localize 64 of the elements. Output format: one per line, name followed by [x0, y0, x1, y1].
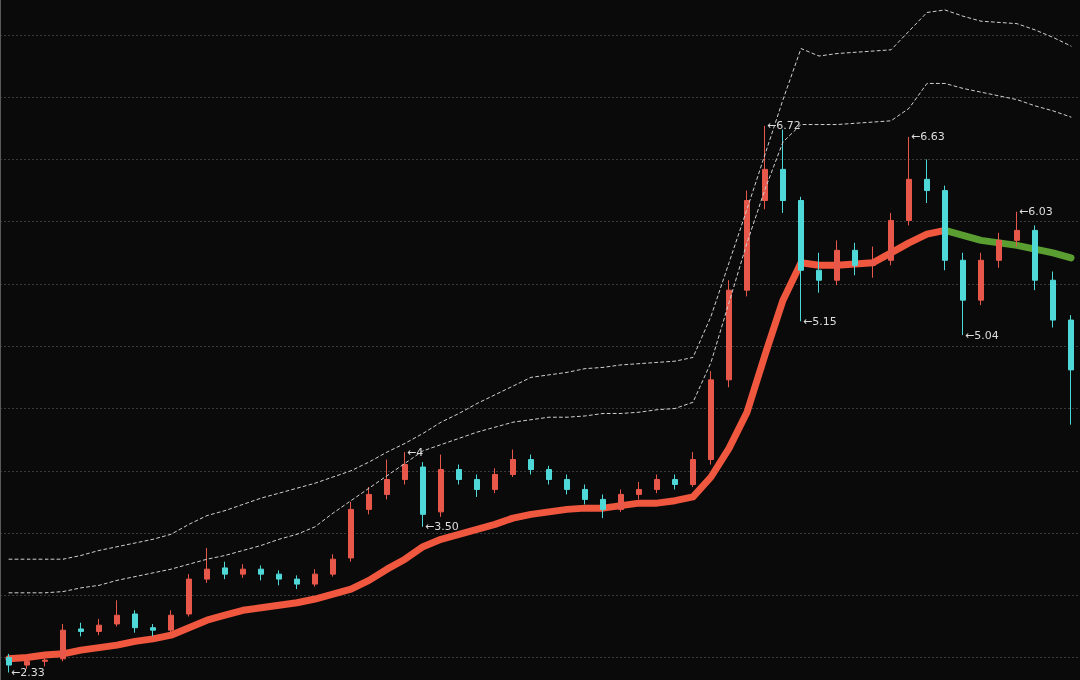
candlestick: [348, 501, 354, 563]
candlestick: [1068, 314, 1074, 426]
annotation: ←6.63: [911, 130, 945, 144]
candlestick: [186, 573, 192, 617]
candlestick: [222, 561, 228, 580]
candlestick: [330, 553, 336, 578]
candlestick: [924, 158, 930, 204]
candlestick: [510, 449, 516, 478]
candlestick: [168, 609, 174, 634]
annotation: ←5.04: [965, 328, 999, 342]
annotation: ←2.33: [11, 665, 45, 679]
candlestick: [276, 569, 282, 586]
candlestick: [654, 474, 660, 494]
candlestick: [258, 564, 264, 581]
candlestick: [870, 246, 876, 279]
candlestick: [708, 370, 714, 466]
candlestick: [366, 486, 372, 515]
annotation: ←3.50: [425, 520, 459, 534]
annotation: ←4: [407, 445, 424, 459]
candlestick: [816, 252, 822, 294]
annotation: ←6.72: [767, 119, 801, 133]
candlestick: [906, 136, 912, 226]
candlestick: [582, 483, 588, 505]
candlestick: [942, 185, 948, 271]
candlestick: [132, 609, 138, 634]
candlestick: [96, 618, 102, 636]
candlestick: [726, 279, 732, 388]
candlestick: [762, 125, 768, 210]
annotation: ←5.15: [803, 314, 837, 328]
candlestick: [474, 474, 480, 498]
candlestick: [600, 493, 606, 519]
candlestick: [150, 623, 156, 637]
candlestick: [6, 653, 12, 674]
candlestick: [546, 465, 552, 485]
candlestick: [996, 232, 1002, 269]
candlestick: [978, 252, 984, 306]
candlestick: [240, 563, 246, 579]
candlestick: [618, 488, 624, 513]
candlestick: [564, 474, 570, 495]
candlestick: [690, 451, 696, 488]
candlestick: [852, 242, 858, 276]
candlestick: [834, 239, 840, 286]
candlestick: [636, 481, 642, 500]
candlestick: [1050, 271, 1056, 329]
candlestick: [78, 622, 84, 637]
candlestick: [1014, 211, 1020, 248]
candlestick: [780, 129, 786, 214]
candlestick: [384, 459, 390, 500]
candlestick: [672, 474, 678, 490]
candlestick: [456, 464, 462, 485]
candlestick: [744, 190, 750, 297]
candlestick: [402, 451, 408, 485]
candlestick: [114, 599, 120, 627]
annotation: ←6.03: [1019, 205, 1053, 219]
candlestick: [528, 454, 534, 476]
candlestick: [492, 467, 498, 494]
candlestick: [420, 461, 426, 528]
candlestick: [960, 252, 966, 336]
candlestick: [1032, 224, 1038, 291]
candlestick: [438, 454, 444, 518]
candlestick: [204, 547, 210, 584]
candlestick: [294, 574, 300, 590]
candlestick: [798, 196, 804, 322]
candlestick: [312, 568, 318, 588]
